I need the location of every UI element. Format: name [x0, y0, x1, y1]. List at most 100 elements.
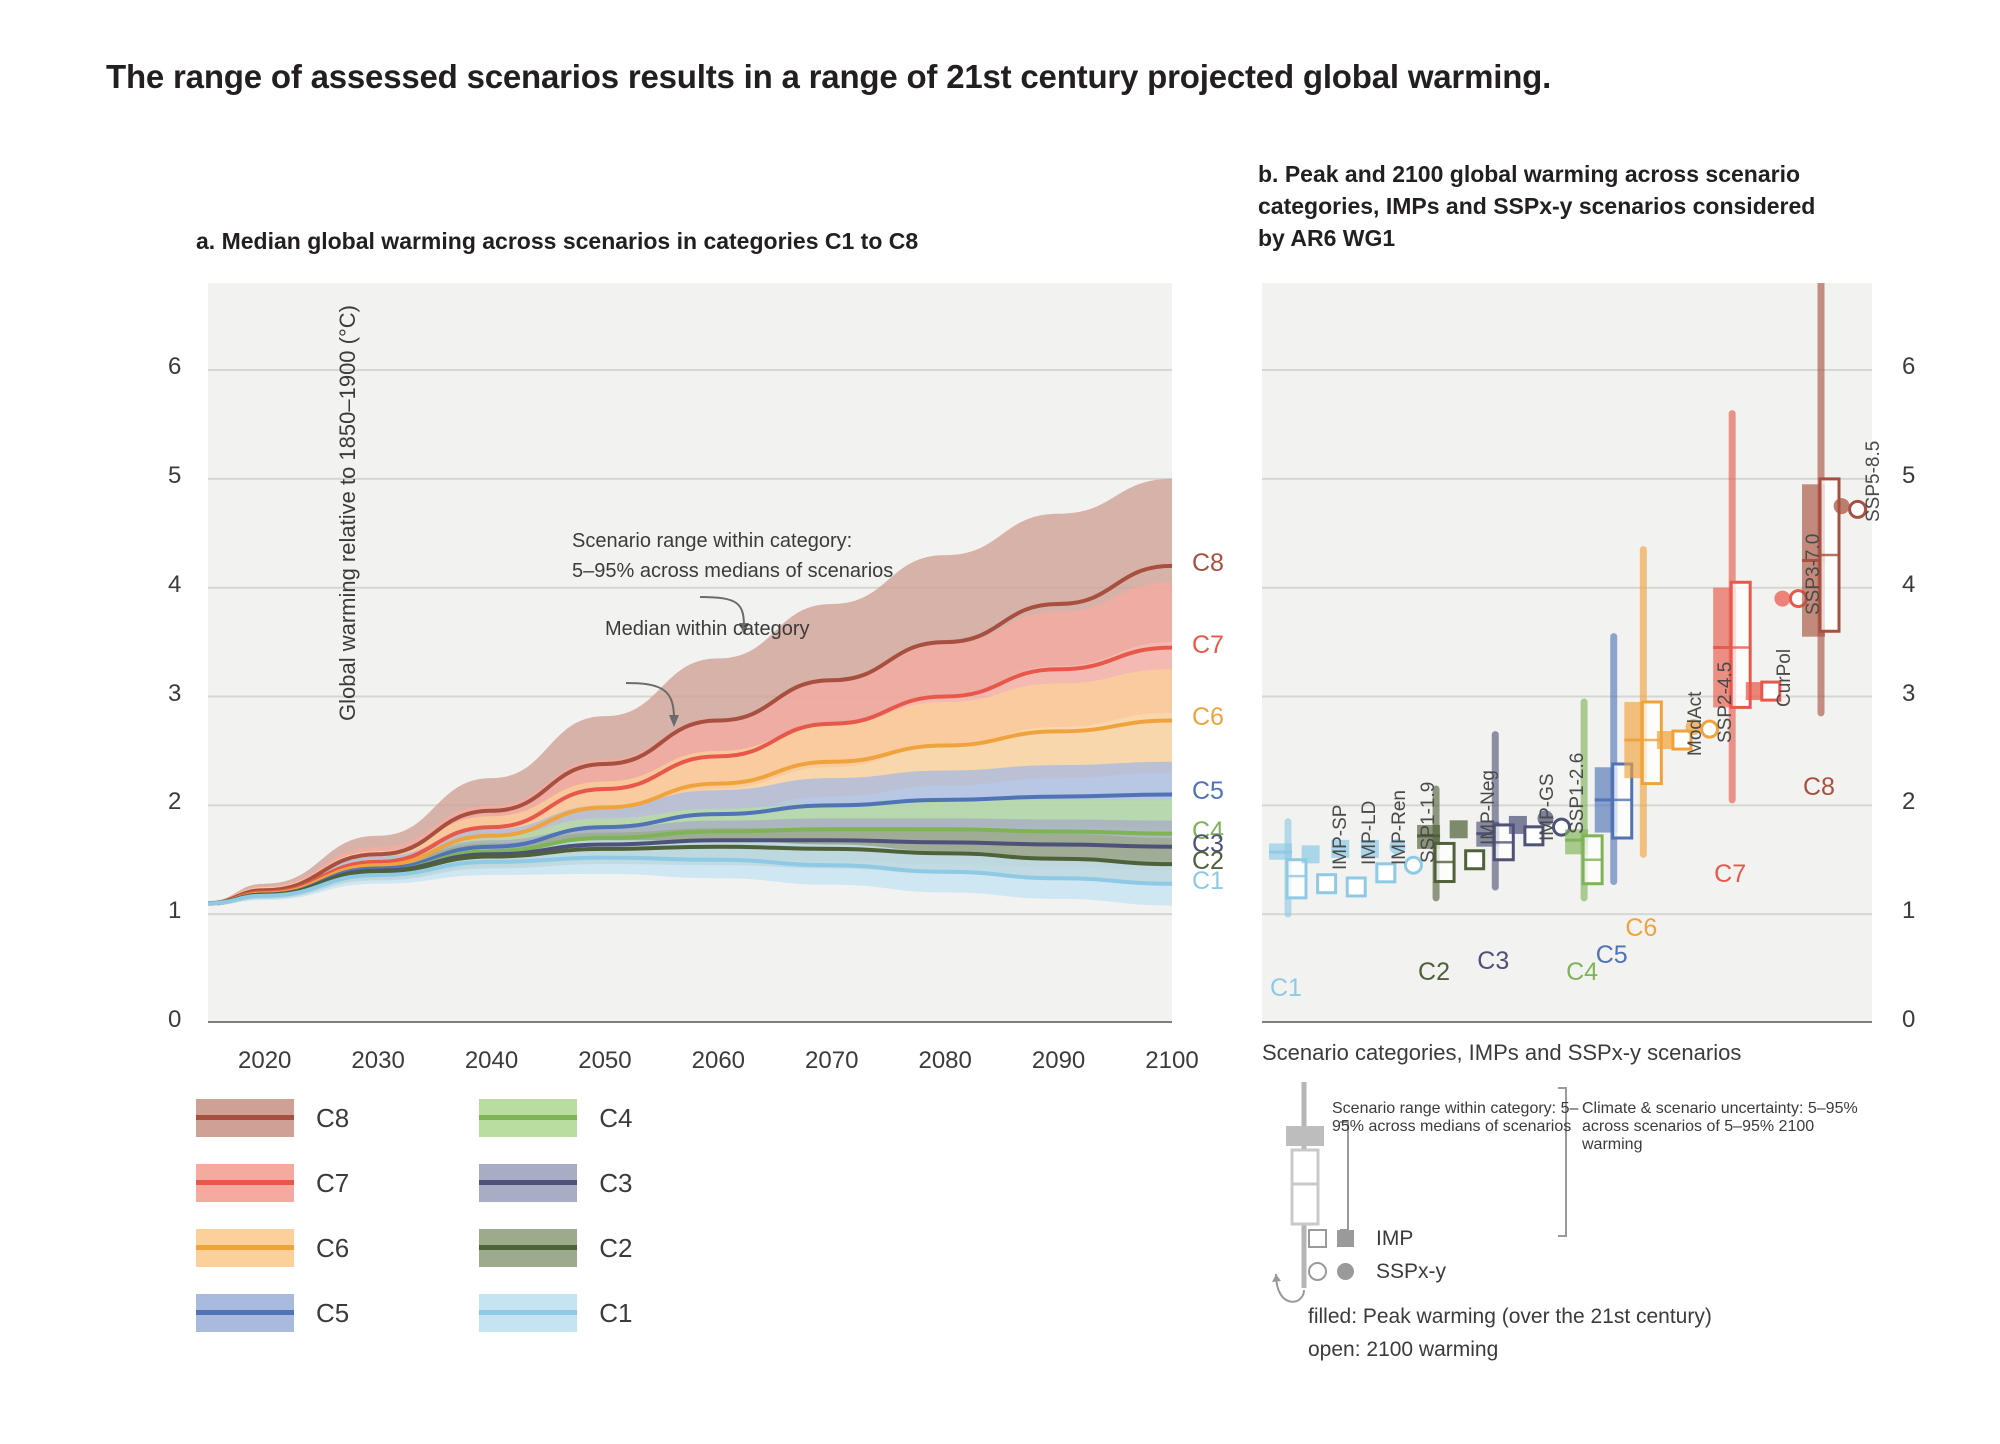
- panel-a-ytick-0: 0: [168, 1006, 182, 1033]
- panel-b-ytick-6: 6: [1902, 353, 1916, 381]
- legend-median-line-C1: [479, 1310, 578, 1315]
- panel-a-label-C8: C8: [1192, 548, 1224, 577]
- panel-a-ytick-6: 6: [168, 353, 182, 381]
- annotation-range-line1: Scenario range within category:: [572, 530, 853, 552]
- legend-median-line-C7: [196, 1180, 294, 1185]
- panel-a-xtick-2040: 2040: [464, 1047, 519, 1074]
- legend-label-C4: C4: [599, 1102, 633, 1133]
- legend-swatch-C2: [479, 1229, 578, 1267]
- legend-swatch-C6: [196, 1229, 294, 1267]
- panel-b-ytick-4: 4: [1902, 570, 1916, 598]
- panel-b-category-C1: C1: [1270, 974, 1302, 1003]
- legend-median-line-C3: [479, 1180, 578, 1185]
- panel-a-xtick-2020: 2020: [238, 1047, 292, 1074]
- open-square-icon: [1308, 1229, 1327, 1248]
- panel-b-category-C8: C8: [1803, 772, 1835, 801]
- panel-a-xtick-2100: 2100: [1145, 1047, 1199, 1074]
- legend-swatch-C7: [196, 1164, 294, 1202]
- annotation-median: Median within category: [605, 618, 810, 640]
- legend-swatch-C5: [196, 1294, 294, 1332]
- open-circle-icon: [1308, 1262, 1327, 1281]
- panel-b-item-SSP1-2.6: SSP1-2.6: [1566, 753, 1588, 835]
- panel-a-ytick-2: 2: [168, 788, 182, 816]
- legend-item-C5: C5: [196, 1293, 349, 1333]
- panel-a-label-C1: C1: [1192, 866, 1224, 895]
- legend-item-C4: C4: [479, 1098, 633, 1138]
- legend-median-line-C4: [479, 1115, 578, 1120]
- panel-b-plot-area: [1262, 283, 1872, 1023]
- panel-a-label-C4: C4: [1192, 816, 1224, 845]
- legend-ssp-label: SSPx-y: [1376, 1260, 1447, 1283]
- legend-imp-row: IMP: [1308, 1222, 1446, 1255]
- panel-b-item-SSP1-1.9: SSP1-1.9: [1418, 781, 1440, 863]
- panel-b-item-SSP2-4.5: SSP2-4.5: [1714, 661, 1736, 743]
- panel-b-item-SSP3-7.0: SSP3-7.0: [1803, 533, 1825, 615]
- panel-b-item-CurPol: CurPol: [1773, 649, 1795, 708]
- panel-b-item-IMP-SP: IMP-SP: [1329, 804, 1351, 871]
- panel-b-item-IMP-GS: IMP-GS: [1536, 773, 1558, 841]
- legend-label-C2: C2: [599, 1232, 633, 1263]
- legend-item-C7: C7: [196, 1163, 349, 1203]
- legend-item-C8: C8: [196, 1098, 349, 1138]
- panel-a-legend: C8 C7 C6 C5 C4 C3 C2 C1: [196, 1098, 633, 1358]
- panel-b-category-C2: C2: [1418, 957, 1451, 986]
- legend-item-C6: C6: [196, 1228, 349, 1268]
- filled-square-icon: [1337, 1230, 1354, 1247]
- legend-swatch-C4: [479, 1099, 578, 1137]
- legend-label-C6: C6: [316, 1232, 350, 1263]
- panel-b-category-C4: C4: [1566, 957, 1599, 986]
- note-open: open: 2100 warming: [1308, 1338, 1499, 1361]
- annotation-range-line2: 5–95% across medians of scenarios: [572, 560, 894, 582]
- panel-b-category-C3: C3: [1477, 946, 1510, 975]
- legend-item-C2: C2: [479, 1228, 633, 1268]
- legend-label-C5: C5: [316, 1297, 350, 1328]
- panel-a-label-C3: C3: [1192, 829, 1224, 858]
- legend-column-2: C4 C3 C2 C1: [479, 1098, 633, 1358]
- panel-a-xtick-2070: 2070: [805, 1047, 859, 1074]
- legend-median-line-C5: [196, 1310, 294, 1315]
- panel-a-ylabel: Global warming relative to 1850–1900 (°C…: [335, 305, 360, 722]
- panel-b-category-C7: C7: [1714, 859, 1747, 888]
- figure-title: The range of assessed scenarios results …: [106, 58, 1552, 95]
- panel-b-legend-text-1: Scenario range within category: 5–95% ac…: [1332, 1100, 1579, 1135]
- legend-label-C3: C3: [599, 1167, 633, 1198]
- panel-b-category-C5: C5: [1595, 941, 1628, 970]
- filled-circle-icon: [1337, 1263, 1354, 1280]
- panel-a-ytick-3: 3: [168, 679, 182, 707]
- panel-b-legend-notes: filled: Peak warming (over the 21st cent…: [1308, 1300, 1712, 1366]
- legend-label-C7: C7: [316, 1167, 350, 1198]
- panel-b-ytick-3: 3: [1902, 679, 1916, 707]
- panel-a-label-C5: C5: [1192, 777, 1224, 806]
- legend-column-1: C8 C7 C6 C5: [196, 1098, 349, 1358]
- legend-item-C3: C3: [479, 1163, 633, 1203]
- panel-a-xtick-2080: 2080: [918, 1047, 972, 1074]
- panel-b-ytick-1: 1: [1902, 897, 1916, 925]
- legend-ssp-row: SSPx-y: [1308, 1255, 1446, 1288]
- panel-a-title: a. Median global warming across scenario…: [196, 228, 919, 254]
- legend-median-line-C8: [196, 1115, 294, 1120]
- panel-a-label-C7: C7: [1192, 630, 1224, 659]
- legend-swatch-C8: [196, 1099, 294, 1137]
- panel-a-chart: [208, 369, 1172, 1023]
- legend-median-line-C6: [196, 1245, 294, 1250]
- legend-imp-label: IMP: [1376, 1227, 1414, 1250]
- panel-a-xtick-2030: 2030: [351, 1047, 405, 1074]
- panel-a-xtick-2060: 2060: [691, 1047, 746, 1074]
- legend-median-line-C2: [479, 1245, 578, 1250]
- panel-b-item-IMP-LD: IMP-LD: [1359, 800, 1381, 865]
- panel-a-ytick-5: 5: [168, 461, 182, 489]
- panel-b-chart: [1262, 283, 1872, 1023]
- panel-b-item-SSP5-8.5: SSP5-8.5: [1862, 440, 1884, 523]
- panel-b-ytick-5: 5: [1902, 461, 1916, 489]
- panel-a-label-C6: C6: [1192, 703, 1224, 732]
- annotation-scenario-range: Scenario range within category: 5–95% ac…: [572, 526, 893, 586]
- legend-label-C1: C1: [599, 1297, 633, 1328]
- panel-b-category-C6: C6: [1625, 914, 1658, 943]
- legend-swatch-C3: [479, 1164, 578, 1202]
- panel-b-item-IMP-Ren: IMP-Ren: [1388, 789, 1410, 865]
- panel-b-item-ModAct: ModAct: [1684, 691, 1706, 757]
- panel-b-ytick-0: 0: [1902, 1006, 1916, 1033]
- panel-b-symbol-legend: IMP SSPx-y: [1308, 1222, 1446, 1288]
- panel-b-xaxis-caption: Scenario categories, IMPs and SSPx-y sce…: [1262, 1040, 1742, 1065]
